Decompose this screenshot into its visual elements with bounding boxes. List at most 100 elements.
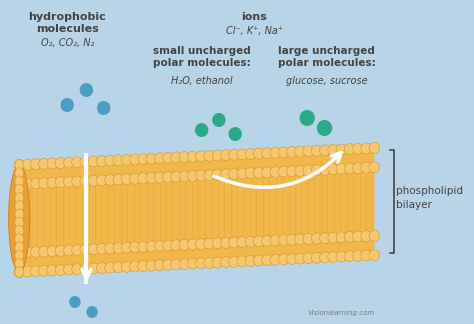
Ellipse shape (196, 238, 206, 249)
Ellipse shape (319, 164, 330, 175)
Ellipse shape (138, 260, 148, 272)
Ellipse shape (228, 237, 239, 248)
Ellipse shape (303, 146, 314, 157)
Ellipse shape (47, 177, 57, 188)
Ellipse shape (61, 98, 74, 112)
Ellipse shape (278, 147, 289, 158)
Ellipse shape (328, 145, 338, 156)
Ellipse shape (196, 170, 206, 181)
Ellipse shape (286, 146, 297, 157)
Ellipse shape (15, 201, 24, 212)
Ellipse shape (129, 154, 140, 165)
Ellipse shape (237, 256, 247, 267)
Ellipse shape (361, 162, 372, 173)
Text: phospholipid
bilayer: phospholipid bilayer (395, 186, 463, 210)
Ellipse shape (155, 172, 165, 183)
Ellipse shape (295, 165, 305, 176)
Ellipse shape (14, 247, 25, 258)
Ellipse shape (245, 148, 256, 159)
Ellipse shape (361, 143, 372, 154)
Ellipse shape (129, 242, 140, 253)
Ellipse shape (15, 168, 24, 179)
Ellipse shape (64, 245, 74, 256)
Ellipse shape (138, 154, 148, 165)
Ellipse shape (15, 242, 24, 253)
Ellipse shape (228, 127, 242, 141)
Ellipse shape (15, 176, 24, 187)
Ellipse shape (15, 234, 24, 245)
Ellipse shape (196, 258, 206, 269)
Ellipse shape (138, 173, 148, 184)
Ellipse shape (361, 250, 372, 261)
Ellipse shape (39, 246, 49, 257)
Ellipse shape (220, 257, 231, 268)
Ellipse shape (15, 250, 24, 261)
Ellipse shape (228, 149, 239, 160)
Ellipse shape (55, 245, 66, 256)
Ellipse shape (319, 145, 330, 156)
Ellipse shape (286, 166, 297, 177)
Ellipse shape (344, 231, 355, 242)
Ellipse shape (187, 258, 198, 269)
Ellipse shape (171, 240, 182, 251)
Ellipse shape (97, 243, 107, 254)
Ellipse shape (328, 251, 338, 262)
Ellipse shape (163, 172, 173, 183)
Ellipse shape (15, 159, 24, 170)
Ellipse shape (113, 155, 124, 166)
Ellipse shape (55, 264, 66, 275)
Ellipse shape (212, 169, 223, 180)
Ellipse shape (105, 174, 115, 185)
Ellipse shape (39, 158, 49, 169)
Ellipse shape (369, 249, 380, 260)
Text: large uncharged
polar molecules:: large uncharged polar molecules: (278, 46, 375, 68)
Ellipse shape (155, 260, 165, 271)
Ellipse shape (311, 145, 322, 156)
Ellipse shape (336, 163, 346, 174)
Ellipse shape (47, 158, 57, 169)
Ellipse shape (237, 168, 247, 179)
Ellipse shape (353, 250, 363, 261)
Ellipse shape (14, 159, 25, 170)
Ellipse shape (212, 238, 223, 249)
Ellipse shape (270, 235, 281, 246)
Ellipse shape (336, 144, 346, 155)
Ellipse shape (80, 176, 91, 187)
Ellipse shape (295, 234, 305, 245)
Ellipse shape (171, 152, 182, 163)
Ellipse shape (105, 243, 115, 254)
Ellipse shape (97, 262, 107, 273)
Ellipse shape (163, 260, 173, 271)
Ellipse shape (64, 157, 74, 168)
Ellipse shape (47, 265, 57, 276)
Ellipse shape (72, 176, 82, 187)
Ellipse shape (262, 167, 272, 178)
Ellipse shape (204, 170, 214, 181)
Text: small uncharged
polar molecules:: small uncharged polar molecules: (153, 46, 250, 68)
Ellipse shape (187, 239, 198, 250)
Ellipse shape (336, 251, 346, 262)
Ellipse shape (179, 171, 190, 182)
Ellipse shape (245, 255, 256, 266)
Ellipse shape (171, 259, 182, 270)
Ellipse shape (30, 247, 41, 258)
Ellipse shape (369, 162, 380, 173)
Ellipse shape (121, 242, 132, 253)
Ellipse shape (179, 239, 190, 250)
Ellipse shape (22, 179, 33, 189)
Ellipse shape (278, 235, 289, 246)
Ellipse shape (270, 167, 281, 178)
Ellipse shape (262, 148, 272, 159)
Ellipse shape (163, 240, 173, 251)
Ellipse shape (113, 242, 124, 253)
Ellipse shape (64, 264, 74, 275)
Ellipse shape (129, 173, 140, 184)
Ellipse shape (212, 257, 223, 268)
Text: H₂O, ethanol: H₂O, ethanol (171, 76, 232, 86)
Ellipse shape (113, 174, 124, 185)
Ellipse shape (121, 261, 132, 272)
Ellipse shape (97, 101, 110, 115)
Ellipse shape (237, 237, 247, 248)
Ellipse shape (97, 175, 107, 186)
Ellipse shape (262, 255, 272, 266)
